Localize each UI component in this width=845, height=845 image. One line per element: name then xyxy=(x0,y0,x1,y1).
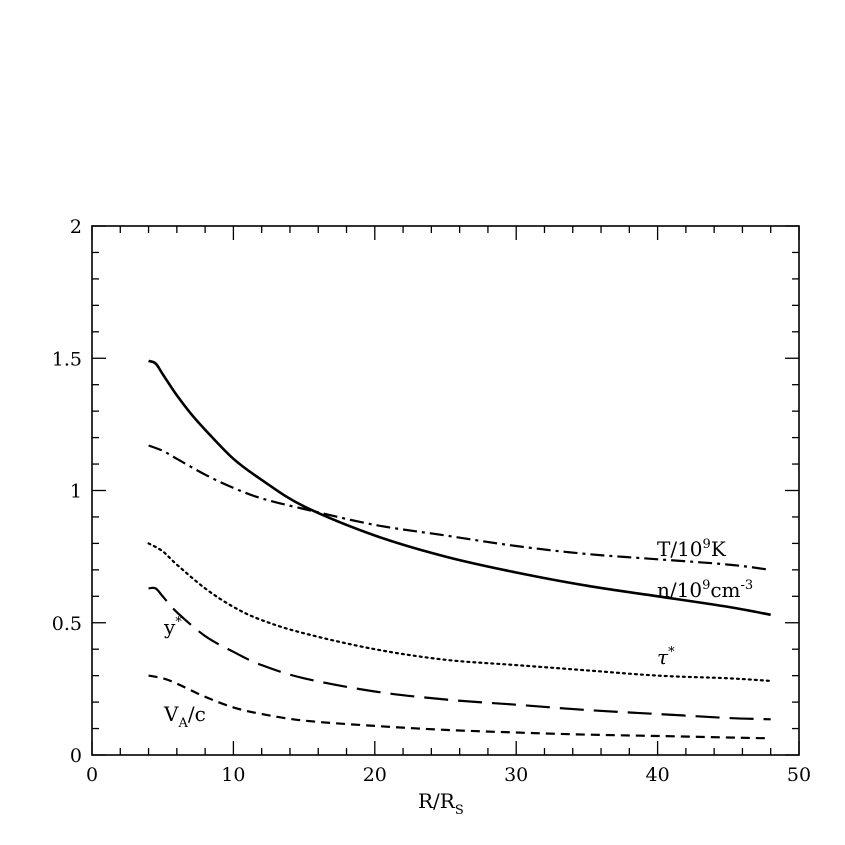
x-tick-label: 30 xyxy=(504,764,528,786)
data-curves xyxy=(147,359,772,740)
x-tick-label: 0 xyxy=(86,764,98,786)
series-line-shortdash xyxy=(148,674,771,740)
plot-frame xyxy=(91,225,800,756)
curve-labels: n/109cm-3 T/109K τ* y* VA/c xyxy=(163,537,753,731)
y-tick-label: 1.5 xyxy=(52,348,82,370)
curve-label-y: y* xyxy=(163,615,182,639)
series-line-dashdot xyxy=(148,444,771,571)
y-tick-label: 0.5 xyxy=(52,613,82,635)
x-axis-title: R/RS xyxy=(418,789,464,818)
axis-ticks xyxy=(91,225,800,756)
y-tick-label: 0 xyxy=(70,745,82,767)
curve-label-n: n/109cm-3 xyxy=(657,578,753,602)
x-tick-label: 20 xyxy=(363,764,387,786)
curve-label-t: T/109K xyxy=(657,537,727,561)
series-line-longdash xyxy=(148,586,771,721)
tick-labels: 0 10 20 30 40 50 0 0.5 1 1.5 2 xyxy=(52,216,811,786)
series-line-dotted xyxy=(147,542,772,682)
x-tick-label: 40 xyxy=(646,764,670,786)
curve-label-va: VA/c xyxy=(163,702,206,731)
x-tick-label: 50 xyxy=(787,764,811,786)
curve-label-tau: τ* xyxy=(657,645,675,669)
y-tick-label: 2 xyxy=(70,216,82,238)
x-tick-label: 10 xyxy=(221,764,245,786)
series-line-solid xyxy=(148,359,771,617)
y-tick-label: 1 xyxy=(70,481,82,503)
